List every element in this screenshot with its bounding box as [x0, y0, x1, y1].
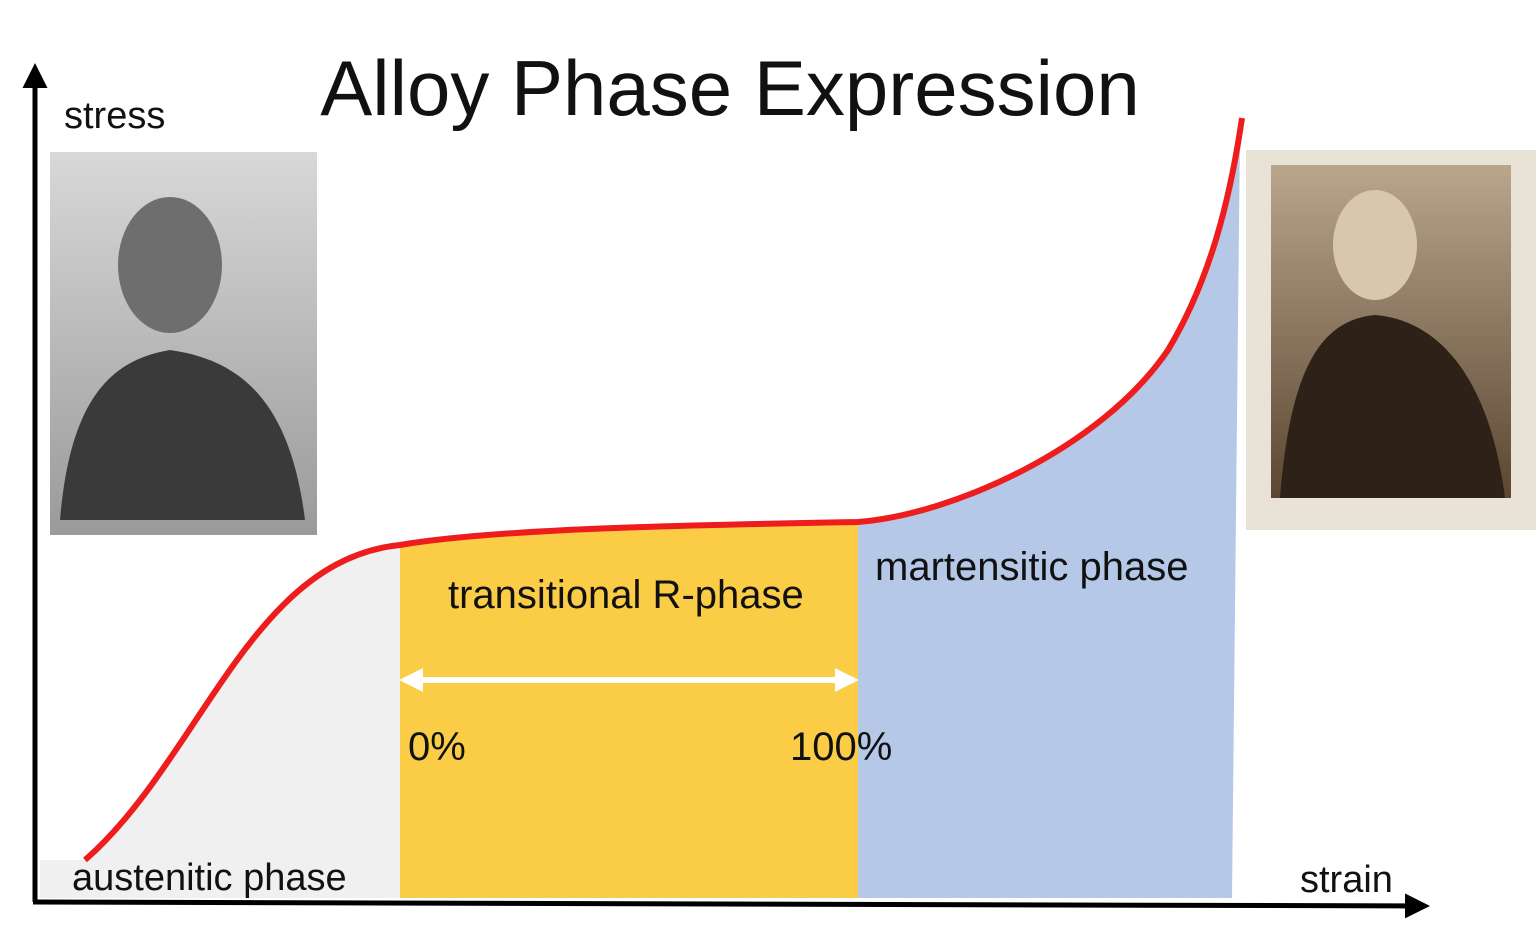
portrait-left	[50, 152, 317, 535]
title: Alloy Phase Expression	[320, 44, 1139, 132]
region-label: transitional R-phase	[448, 573, 804, 617]
austenitic-region	[40, 545, 400, 898]
region-label: austenitic phase	[72, 857, 347, 899]
x-axis-label: strain	[1300, 859, 1393, 901]
r-phase-region	[400, 522, 858, 898]
portrait-right	[1246, 150, 1536, 530]
region-label: martensitic phase	[875, 545, 1188, 589]
martensitic-region	[858, 130, 1240, 898]
range-start: 0%	[408, 725, 466, 769]
range-end: 100%	[790, 725, 892, 769]
x-axis	[32, 893, 1430, 919]
y-axis-label: stress	[64, 95, 165, 137]
stress-strain-curve	[83, 117, 1245, 863]
